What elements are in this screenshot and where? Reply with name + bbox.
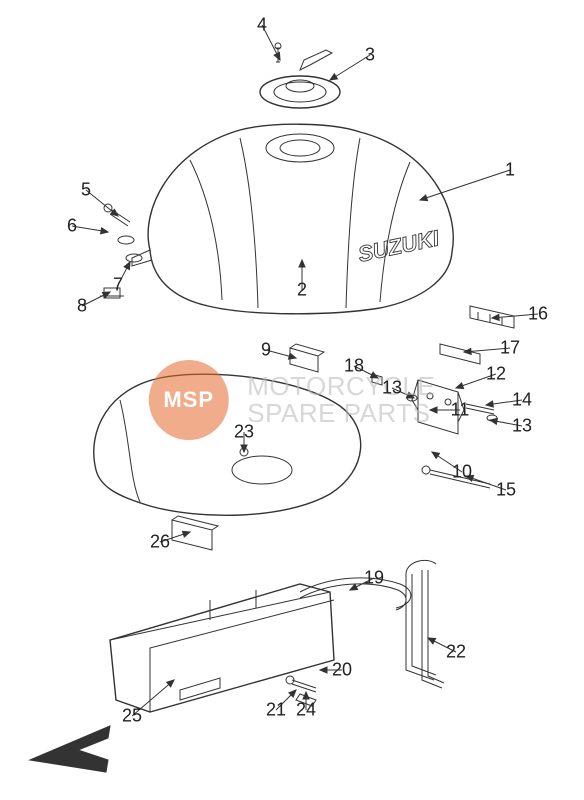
hose-22-icon xyxy=(406,560,444,688)
callout-26: 26 xyxy=(150,532,170,553)
leader-lines xyxy=(72,25,538,716)
callout-13: 13 xyxy=(512,416,532,437)
direction-arrow-icon xyxy=(30,726,110,772)
callout-7: 7 xyxy=(113,275,123,296)
callout-8: 8 xyxy=(77,296,87,317)
diagram-svg: SUZUKI xyxy=(0,0,584,800)
callout-16: 16 xyxy=(528,304,548,325)
callout-14: 14 xyxy=(512,390,532,411)
callout-11: 11 xyxy=(451,400,470,421)
hose-19-icon xyxy=(300,578,411,610)
callout-20: 20 xyxy=(332,660,352,681)
callout-2: 2 xyxy=(297,280,307,301)
tank-brand-text: SUZUKI xyxy=(356,225,442,267)
callout-19: 19 xyxy=(364,568,384,589)
callout-22: 22 xyxy=(446,642,466,663)
callout-9: 9 xyxy=(261,340,271,361)
fuel-cap-assembly-icon xyxy=(260,43,340,108)
callout-17: 17 xyxy=(500,338,520,359)
callout-10: 10 xyxy=(452,462,472,483)
inner-cover-icon xyxy=(94,374,361,515)
callout-15: 15 xyxy=(496,480,516,501)
callout-21: 21 xyxy=(266,700,286,721)
callout-24: 24 xyxy=(296,700,316,721)
fuel-tank-icon: SUZUKI xyxy=(132,124,453,314)
callout-18: 18 xyxy=(344,356,364,377)
callout-5: 5 xyxy=(81,180,91,201)
callout-6: 6 xyxy=(67,216,77,237)
cushion-pad-icon xyxy=(172,516,218,550)
callout-3: 3 xyxy=(365,45,375,66)
callout-4: 4 xyxy=(257,15,267,36)
callout-13: 13 xyxy=(382,378,402,399)
callout-12: 12 xyxy=(486,364,506,385)
callout-23: 23 xyxy=(234,422,254,443)
lower-shield-icon xyxy=(110,584,334,712)
callout-1: 1 xyxy=(505,160,515,181)
callout-25: 25 xyxy=(122,706,142,727)
fuel-tank-exploded-diagram: SUZUKI xyxy=(0,0,584,800)
